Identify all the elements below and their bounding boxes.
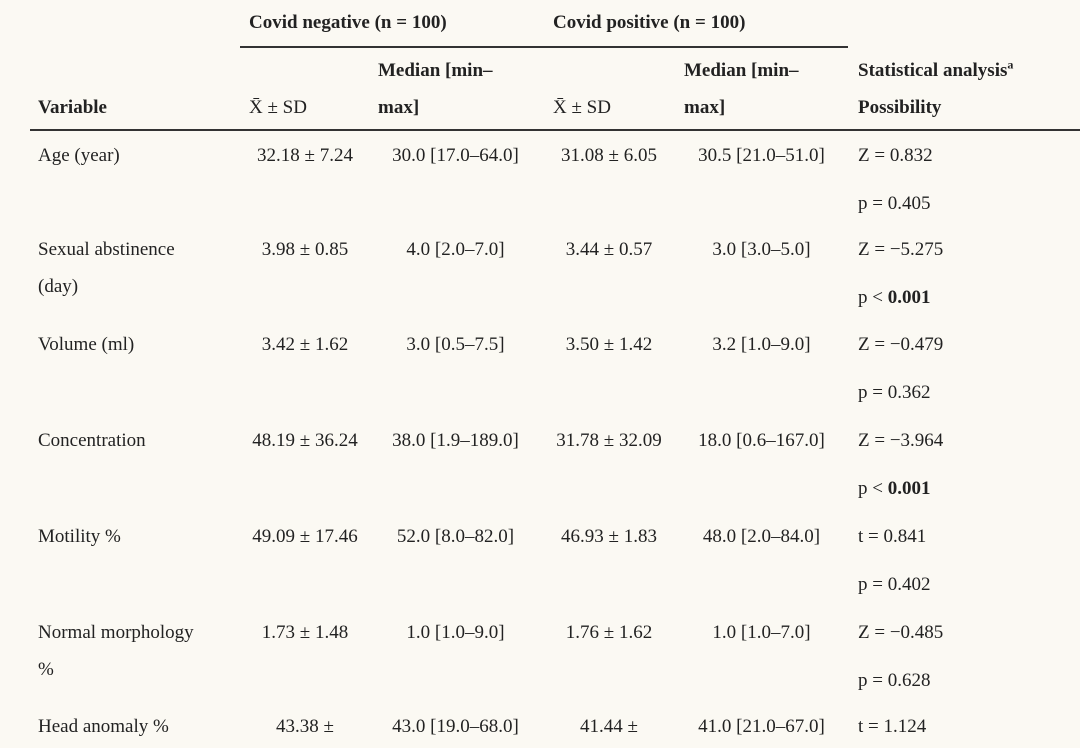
p-prefix: p = <box>858 193 883 214</box>
column-header: Variable <box>38 97 107 118</box>
variable-cell: Normal morphology % <box>38 622 194 680</box>
variable-cell: Volume (ml) <box>38 334 135 355</box>
variable-cell: Concentration <box>38 430 146 451</box>
p-prefix: p = <box>858 382 883 403</box>
stat-cell: Z = −0.485 <box>858 622 944 643</box>
p-value: 0.402 <box>887 574 931 595</box>
group-rule <box>240 46 848 48</box>
stat-cell: Z = 0.832 <box>858 145 933 166</box>
value-cell: 3.0 [0.5–7.5] <box>406 334 505 355</box>
value-cell: 18.0 [0.6–167.0] <box>698 430 825 451</box>
p-cell: p = 0.405 <box>858 185 930 222</box>
stat-header: Statistical analysis <box>858 60 1008 81</box>
p-cell: p < 0.001 <box>858 470 930 507</box>
column-header: Possibility <box>858 97 942 118</box>
group-header: Covid positive (n = 100) <box>553 12 746 33</box>
value-cell: 31.78 ± 32.09 <box>556 430 662 451</box>
stat-cell: t = 1.124 <box>858 716 927 737</box>
p-value: 0.001 <box>887 287 931 308</box>
footnote-mark: a <box>1007 57 1014 72</box>
value-cell: 3.0 [3.0–5.0] <box>712 239 811 260</box>
p-value: 0.628 <box>887 670 931 691</box>
value-cell: 43.38 ± <box>276 716 334 737</box>
stat-cell: Z = −5.275 <box>858 239 944 260</box>
p-cell: p = 0.628 <box>858 662 930 699</box>
p-prefix: p < <box>858 287 883 308</box>
value-cell: 46.93 ± 1.83 <box>561 526 657 547</box>
variable-cell: Age (year) <box>38 145 120 166</box>
variable-cell: Head anomaly % <box>38 716 169 737</box>
p-prefix: p < <box>858 478 883 499</box>
value-cell: 30.0 [17.0–64.0] <box>392 145 519 166</box>
value-cell: 43.0 [19.0–68.0] <box>392 716 519 737</box>
value-cell: 1.73 ± 1.48 <box>261 622 349 643</box>
value-cell: 3.2 [1.0–9.0] <box>712 334 811 355</box>
variable-cell: Sexual abstinence (day) <box>38 239 175 297</box>
p-cell: p < 0.001 <box>858 279 930 316</box>
value-cell: 1.0 [1.0–7.0] <box>712 622 811 643</box>
value-cell: 41.44 ± <box>580 716 638 737</box>
value-cell: 48.19 ± 36.24 <box>252 430 358 451</box>
value-cell: 30.5 [21.0–51.0] <box>698 145 825 166</box>
group-header: Covid negative (n = 100) <box>249 12 447 33</box>
column-header: X̄ ± SD <box>553 97 611 118</box>
value-cell: 3.50 ± 1.42 <box>565 334 653 355</box>
value-cell: 52.0 [8.0–82.0] <box>396 526 515 547</box>
stat-cell: Z = −3.964 <box>858 430 944 451</box>
column-header: Median [min–max] <box>684 60 799 118</box>
value-cell: 38.0 [1.9–189.0] <box>392 430 519 451</box>
value-cell: 48.0 [2.0–84.0] <box>702 526 821 547</box>
value-cell: 32.18 ± 7.24 <box>257 145 353 166</box>
value-cell: 1.0 [1.0–9.0] <box>406 622 505 643</box>
value-cell: 3.44 ± 0.57 <box>565 239 653 260</box>
p-value: 0.405 <box>887 193 931 214</box>
value-cell: 1.76 ± 1.62 <box>565 622 653 643</box>
value-cell: 41.0 [21.0–67.0] <box>698 716 825 737</box>
value-cell: 31.08 ± 6.05 <box>561 145 657 166</box>
stat-cell: t = 0.841 <box>858 526 927 547</box>
p-cell: p = 0.362 <box>858 374 930 411</box>
column-header: Statistical analysisa <box>858 52 1013 89</box>
p-value: 0.362 <box>887 382 931 403</box>
value-cell: 49.09 ± 17.46 <box>252 526 358 547</box>
column-header: X̄ ± SD <box>249 97 307 118</box>
p-value: 0.001 <box>887 478 931 499</box>
value-cell: 3.42 ± 1.62 <box>261 334 349 355</box>
header-rule <box>30 129 1080 131</box>
value-cell: 4.0 [2.0–7.0] <box>406 239 505 260</box>
stat-cell: Z = −0.479 <box>858 334 944 355</box>
variable-cell: Motility % <box>38 526 121 547</box>
column-header: Median [min–max] <box>378 60 493 118</box>
value-cell: 3.98 ± 0.85 <box>261 239 349 260</box>
p-prefix: p = <box>858 670 883 691</box>
p-prefix: p = <box>858 574 883 595</box>
p-cell: p = 0.402 <box>858 566 930 603</box>
